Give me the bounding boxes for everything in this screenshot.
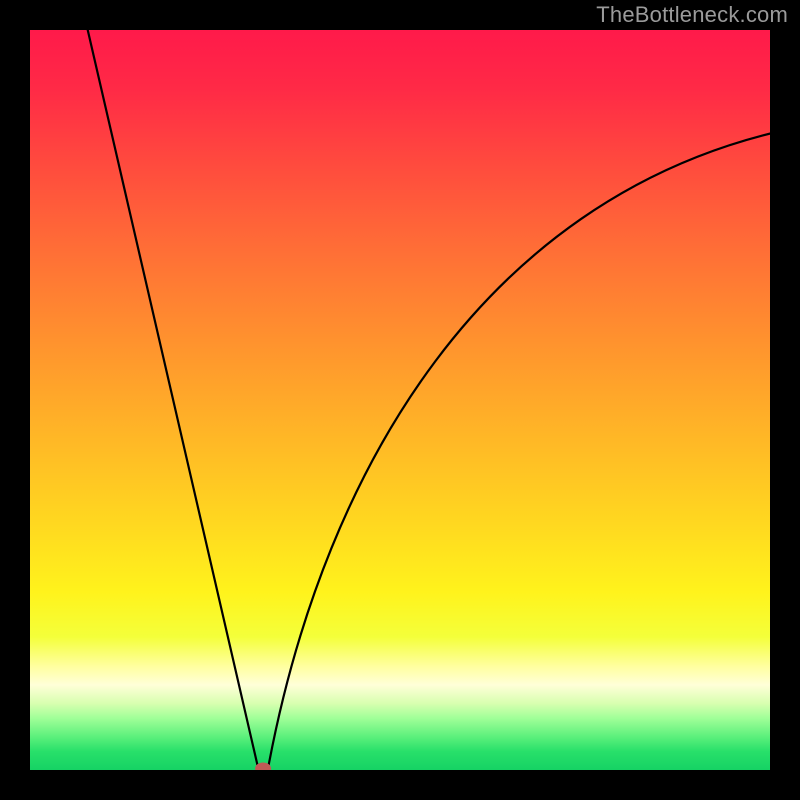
plot-area	[30, 30, 770, 770]
bottleneck-chart	[0, 0, 800, 800]
outer-frame: TheBottleneck.com	[0, 0, 800, 800]
watermark-text: TheBottleneck.com	[596, 2, 788, 28]
